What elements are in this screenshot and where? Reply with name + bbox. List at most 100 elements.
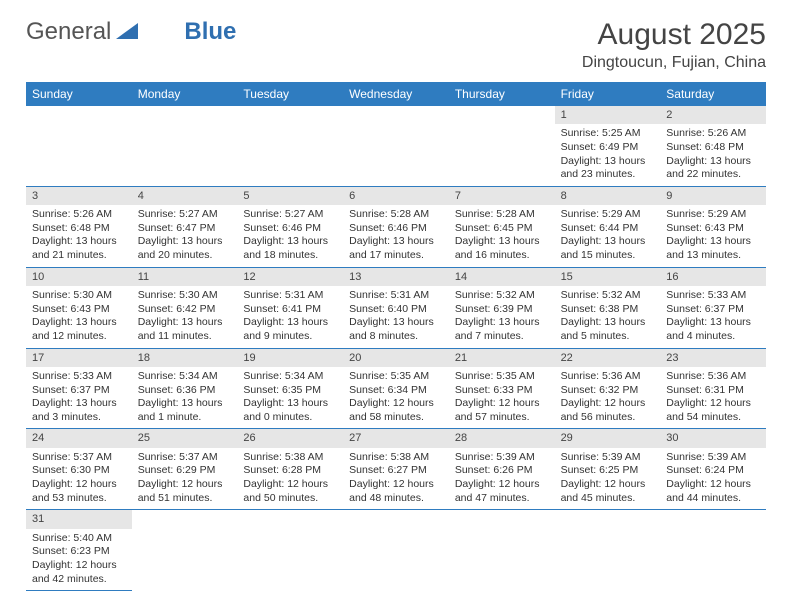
day-info: Sunrise: 5:34 AMSunset: 6:36 PMDaylight:… bbox=[132, 367, 238, 429]
day-info: Sunrise: 5:27 AMSunset: 6:47 PMDaylight:… bbox=[132, 205, 238, 267]
calendar-body: 1Sunrise: 5:25 AMSunset: 6:49 PMDaylight… bbox=[26, 106, 766, 591]
day-cell: 30Sunrise: 5:39 AMSunset: 6:24 PMDayligh… bbox=[660, 429, 766, 510]
day-cell: 13Sunrise: 5:31 AMSunset: 6:40 PMDayligh… bbox=[343, 268, 449, 349]
day-info: Sunrise: 5:30 AMSunset: 6:43 PMDaylight:… bbox=[26, 286, 132, 348]
day-number: 21 bbox=[449, 349, 555, 367]
calendar-header-row: SundayMondayTuesdayWednesdayThursdayFrid… bbox=[26, 82, 766, 106]
weekday-header: Saturday bbox=[660, 82, 766, 106]
day-info: Sunrise: 5:26 AMSunset: 6:48 PMDaylight:… bbox=[660, 124, 766, 186]
day-number: 9 bbox=[660, 187, 766, 205]
day-number: 1 bbox=[555, 106, 661, 124]
day-cell: 20Sunrise: 5:35 AMSunset: 6:34 PMDayligh… bbox=[343, 349, 449, 430]
day-cell: 31Sunrise: 5:40 AMSunset: 6:23 PMDayligh… bbox=[26, 510, 132, 591]
day-number: 27 bbox=[343, 429, 449, 447]
day-info: Sunrise: 5:37 AMSunset: 6:29 PMDaylight:… bbox=[132, 448, 238, 510]
day-number: 17 bbox=[26, 349, 132, 367]
day-info: Sunrise: 5:38 AMSunset: 6:28 PMDaylight:… bbox=[237, 448, 343, 510]
day-number: 4 bbox=[132, 187, 238, 205]
weekday-header: Wednesday bbox=[343, 82, 449, 106]
day-cell: 25Sunrise: 5:37 AMSunset: 6:29 PMDayligh… bbox=[132, 429, 238, 510]
day-info: Sunrise: 5:33 AMSunset: 6:37 PMDaylight:… bbox=[26, 367, 132, 429]
day-info: Sunrise: 5:30 AMSunset: 6:42 PMDaylight:… bbox=[132, 286, 238, 348]
logo-text-1: General bbox=[26, 18, 111, 46]
day-number: 15 bbox=[555, 268, 661, 286]
day-cell: 15Sunrise: 5:32 AMSunset: 6:38 PMDayligh… bbox=[555, 268, 661, 349]
header: General Blue August 2025 Dingtoucun, Fuj… bbox=[26, 18, 766, 72]
day-cell: 11Sunrise: 5:30 AMSunset: 6:42 PMDayligh… bbox=[132, 268, 238, 349]
day-cell: 23Sunrise: 5:36 AMSunset: 6:31 PMDayligh… bbox=[660, 349, 766, 430]
day-number: 11 bbox=[132, 268, 238, 286]
day-number: 28 bbox=[449, 429, 555, 447]
day-number: 24 bbox=[26, 429, 132, 447]
day-number: 10 bbox=[26, 268, 132, 286]
day-info: Sunrise: 5:39 AMSunset: 6:26 PMDaylight:… bbox=[449, 448, 555, 510]
day-cell: 17Sunrise: 5:33 AMSunset: 6:37 PMDayligh… bbox=[26, 349, 132, 430]
day-cell: 27Sunrise: 5:38 AMSunset: 6:27 PMDayligh… bbox=[343, 429, 449, 510]
day-number: 25 bbox=[132, 429, 238, 447]
day-info: Sunrise: 5:40 AMSunset: 6:23 PMDaylight:… bbox=[26, 529, 132, 591]
day-cell: 12Sunrise: 5:31 AMSunset: 6:41 PMDayligh… bbox=[237, 268, 343, 349]
weekday-header: Friday bbox=[555, 82, 661, 106]
day-cell: 10Sunrise: 5:30 AMSunset: 6:43 PMDayligh… bbox=[26, 268, 132, 349]
weekday-header: Tuesday bbox=[237, 82, 343, 106]
day-cell: 1Sunrise: 5:25 AMSunset: 6:49 PMDaylight… bbox=[555, 106, 661, 187]
day-cell: 22Sunrise: 5:36 AMSunset: 6:32 PMDayligh… bbox=[555, 349, 661, 430]
logo-text-2: Blue bbox=[184, 18, 236, 46]
day-info: Sunrise: 5:28 AMSunset: 6:45 PMDaylight:… bbox=[449, 205, 555, 267]
day-cell: 5Sunrise: 5:27 AMSunset: 6:46 PMDaylight… bbox=[237, 187, 343, 268]
day-number: 29 bbox=[555, 429, 661, 447]
logo: General Blue bbox=[26, 18, 236, 46]
empty-cell bbox=[449, 106, 555, 187]
day-cell: 6Sunrise: 5:28 AMSunset: 6:46 PMDaylight… bbox=[343, 187, 449, 268]
day-number: 3 bbox=[26, 187, 132, 205]
day-cell: 9Sunrise: 5:29 AMSunset: 6:43 PMDaylight… bbox=[660, 187, 766, 268]
empty-cell bbox=[343, 106, 449, 187]
empty-cell bbox=[26, 106, 132, 187]
day-cell: 14Sunrise: 5:32 AMSunset: 6:39 PMDayligh… bbox=[449, 268, 555, 349]
day-cell: 19Sunrise: 5:34 AMSunset: 6:35 PMDayligh… bbox=[237, 349, 343, 430]
day-number: 31 bbox=[26, 510, 132, 528]
day-cell: 4Sunrise: 5:27 AMSunset: 6:47 PMDaylight… bbox=[132, 187, 238, 268]
day-info: Sunrise: 5:29 AMSunset: 6:44 PMDaylight:… bbox=[555, 205, 661, 267]
day-info: Sunrise: 5:35 AMSunset: 6:33 PMDaylight:… bbox=[449, 367, 555, 429]
day-cell: 21Sunrise: 5:35 AMSunset: 6:33 PMDayligh… bbox=[449, 349, 555, 430]
weekday-header: Sunday bbox=[26, 82, 132, 106]
day-info: Sunrise: 5:33 AMSunset: 6:37 PMDaylight:… bbox=[660, 286, 766, 348]
day-info: Sunrise: 5:38 AMSunset: 6:27 PMDaylight:… bbox=[343, 448, 449, 510]
day-info: Sunrise: 5:36 AMSunset: 6:31 PMDaylight:… bbox=[660, 367, 766, 429]
day-info: Sunrise: 5:31 AMSunset: 6:40 PMDaylight:… bbox=[343, 286, 449, 348]
day-cell: 8Sunrise: 5:29 AMSunset: 6:44 PMDaylight… bbox=[555, 187, 661, 268]
day-info: Sunrise: 5:27 AMSunset: 6:46 PMDaylight:… bbox=[237, 205, 343, 267]
logo-arrow-icon bbox=[116, 18, 138, 46]
day-info: Sunrise: 5:31 AMSunset: 6:41 PMDaylight:… bbox=[237, 286, 343, 348]
day-number: 12 bbox=[237, 268, 343, 286]
day-number: 18 bbox=[132, 349, 238, 367]
day-cell: 18Sunrise: 5:34 AMSunset: 6:36 PMDayligh… bbox=[132, 349, 238, 430]
weekday-header: Thursday bbox=[449, 82, 555, 106]
day-info: Sunrise: 5:26 AMSunset: 6:48 PMDaylight:… bbox=[26, 205, 132, 267]
title-block: August 2025 Dingtoucun, Fujian, China bbox=[582, 18, 766, 72]
day-info: Sunrise: 5:32 AMSunset: 6:39 PMDaylight:… bbox=[449, 286, 555, 348]
day-cell: 26Sunrise: 5:38 AMSunset: 6:28 PMDayligh… bbox=[237, 429, 343, 510]
day-info: Sunrise: 5:37 AMSunset: 6:30 PMDaylight:… bbox=[26, 448, 132, 510]
day-number: 19 bbox=[237, 349, 343, 367]
day-number: 16 bbox=[660, 268, 766, 286]
day-number: 30 bbox=[660, 429, 766, 447]
day-info: Sunrise: 5:34 AMSunset: 6:35 PMDaylight:… bbox=[237, 367, 343, 429]
location: Dingtoucun, Fujian, China bbox=[582, 54, 766, 72]
day-cell: 3Sunrise: 5:26 AMSunset: 6:48 PMDaylight… bbox=[26, 187, 132, 268]
day-cell: 16Sunrise: 5:33 AMSunset: 6:37 PMDayligh… bbox=[660, 268, 766, 349]
day-info: Sunrise: 5:36 AMSunset: 6:32 PMDaylight:… bbox=[555, 367, 661, 429]
day-number: 7 bbox=[449, 187, 555, 205]
day-info: Sunrise: 5:39 AMSunset: 6:25 PMDaylight:… bbox=[555, 448, 661, 510]
day-number: 13 bbox=[343, 268, 449, 286]
day-number: 5 bbox=[237, 187, 343, 205]
day-cell: 2Sunrise: 5:26 AMSunset: 6:48 PMDaylight… bbox=[660, 106, 766, 187]
day-cell: 28Sunrise: 5:39 AMSunset: 6:26 PMDayligh… bbox=[449, 429, 555, 510]
day-number: 14 bbox=[449, 268, 555, 286]
day-number: 6 bbox=[343, 187, 449, 205]
empty-cell bbox=[237, 106, 343, 187]
day-info: Sunrise: 5:25 AMSunset: 6:49 PMDaylight:… bbox=[555, 124, 661, 186]
day-number: 23 bbox=[660, 349, 766, 367]
weekday-header: Monday bbox=[132, 82, 238, 106]
